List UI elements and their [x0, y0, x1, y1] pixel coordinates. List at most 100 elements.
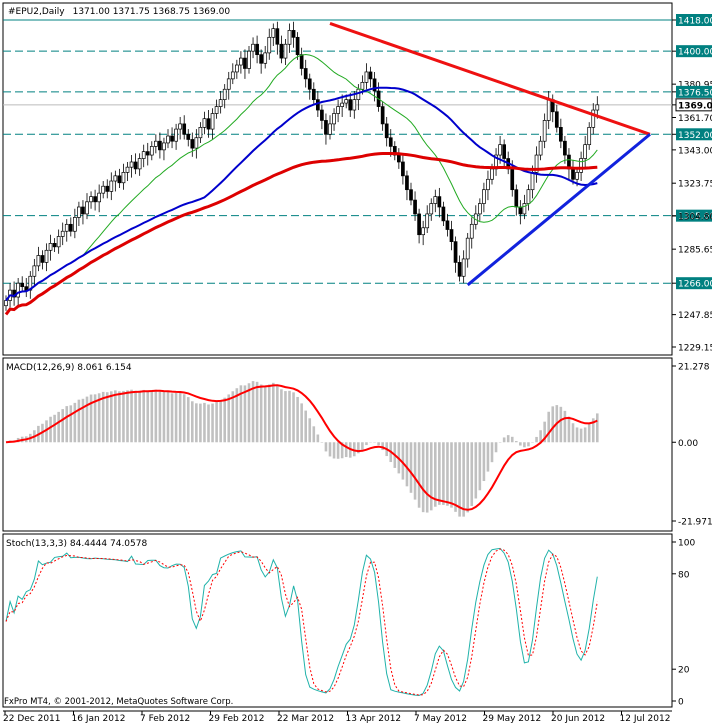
candle-body: [287, 30, 292, 45]
candle-body: [441, 206, 446, 222]
macd-bar: [462, 442, 465, 517]
candle-body: [413, 199, 417, 215]
candle-body: [198, 127, 203, 139]
macd-bar: [417, 442, 421, 508]
stoch-d-line: [5, 548, 598, 696]
macd-bar: [308, 418, 312, 443]
macd-bar: [429, 442, 433, 511]
macd-bar: [300, 403, 303, 443]
candle-body: [129, 161, 134, 168]
candle-body: [275, 28, 280, 45]
candle-body: [453, 241, 458, 263]
macd-bar: [219, 400, 222, 443]
candle-body: [405, 175, 409, 191]
macd-bar: [519, 442, 522, 446]
macd-bar: [158, 391, 162, 443]
macd-bar: [81, 398, 85, 443]
macd-bar: [336, 442, 340, 459]
y-tick-label: 1304.80: [678, 213, 712, 223]
macd-bar: [150, 390, 154, 443]
x-tick-label: 12 Jul 2012: [620, 714, 671, 724]
candle-body: [186, 133, 191, 140]
candle-body: [457, 262, 462, 277]
candle-body: [117, 175, 122, 184]
candle-body: [101, 185, 106, 194]
candle-body: [64, 223, 69, 232]
macd-bar: [105, 392, 109, 443]
candle-body: [214, 106, 219, 114]
candle-body: [56, 236, 61, 248]
y-tick-label: 1266.00: [678, 280, 712, 290]
macd-bar: [567, 416, 571, 443]
macd-bar: [251, 381, 255, 443]
candle-body: [542, 120, 547, 142]
macd-bar: [57, 411, 60, 443]
candle-body: [340, 102, 344, 107]
macd-bar: [296, 396, 299, 443]
macd-bar: [506, 435, 510, 443]
candle-body: [291, 30, 296, 38]
macd-bar: [215, 402, 218, 443]
macd-bar: [207, 404, 210, 443]
candle-body: [397, 154, 401, 163]
candle-body: [226, 78, 231, 90]
macd-bar: [490, 442, 494, 463]
candle-body: [469, 223, 474, 239]
candle-body: [174, 128, 178, 142]
y-tick-label: 1285.65: [678, 246, 712, 256]
macd-bar: [101, 391, 105, 443]
candle-body: [97, 192, 102, 203]
y-level-badge: [676, 209, 712, 222]
y-tick-label: 1323.75: [678, 180, 712, 190]
candle-body: [571, 168, 575, 180]
stoch-y-label: 0: [678, 698, 684, 708]
panel-frame-1: [2, 2, 673, 356]
candle-body: [558, 127, 563, 142]
macd-bar: [446, 442, 449, 506]
x-tick-label: 20 Jun 2012: [551, 714, 605, 724]
macd-bar: [178, 392, 182, 443]
candle-body: [230, 71, 235, 80]
macd-bar: [328, 442, 332, 457]
macd-bar: [482, 442, 486, 482]
candle-body: [239, 57, 243, 66]
macd-bar: [312, 426, 316, 443]
macd-signal-line: [5, 384, 598, 511]
candle-body: [332, 113, 336, 125]
candle-body: [372, 78, 377, 92]
candle-body: [307, 78, 312, 90]
macd-bar: [344, 442, 348, 458]
macd-bar: [535, 436, 538, 443]
macd-bar: [142, 389, 145, 443]
macd-bar: [539, 430, 542, 443]
candle-body: [36, 255, 41, 267]
candle-body: [328, 123, 332, 135]
candle-body: [352, 99, 357, 111]
candle-body: [401, 161, 405, 177]
moving-averages-and-trendlines: [4, 22, 651, 316]
candle-body: [141, 151, 146, 159]
macd-bar: [280, 389, 283, 443]
macd-bar: [77, 399, 81, 443]
macd-bar: [231, 391, 235, 443]
candle-body: [538, 140, 543, 156]
panel-frame-3: [2, 533, 673, 708]
candle-body: [16, 282, 20, 298]
candle-body: [109, 180, 114, 192]
macd-bar: [276, 384, 279, 443]
candle-body: [336, 106, 340, 114]
candle-body: [271, 28, 276, 38]
candle-body: [433, 196, 438, 204]
macd-bar: [442, 442, 445, 505]
x-tick-label: 7 May 2012: [414, 714, 467, 724]
macd-bar: [174, 392, 178, 443]
macd-bar: [377, 442, 380, 446]
candle-body: [409, 189, 413, 201]
candle-body: [344, 99, 349, 104]
macd-title: MACD(12,26,9) 8.061 6.154: [6, 363, 132, 373]
candle-body: [490, 168, 494, 180]
macd-bar: [405, 442, 409, 487]
y-tick-label: 1305.00: [678, 212, 712, 222]
candle-body: [311, 88, 316, 101]
y-level-badge: [676, 45, 712, 58]
